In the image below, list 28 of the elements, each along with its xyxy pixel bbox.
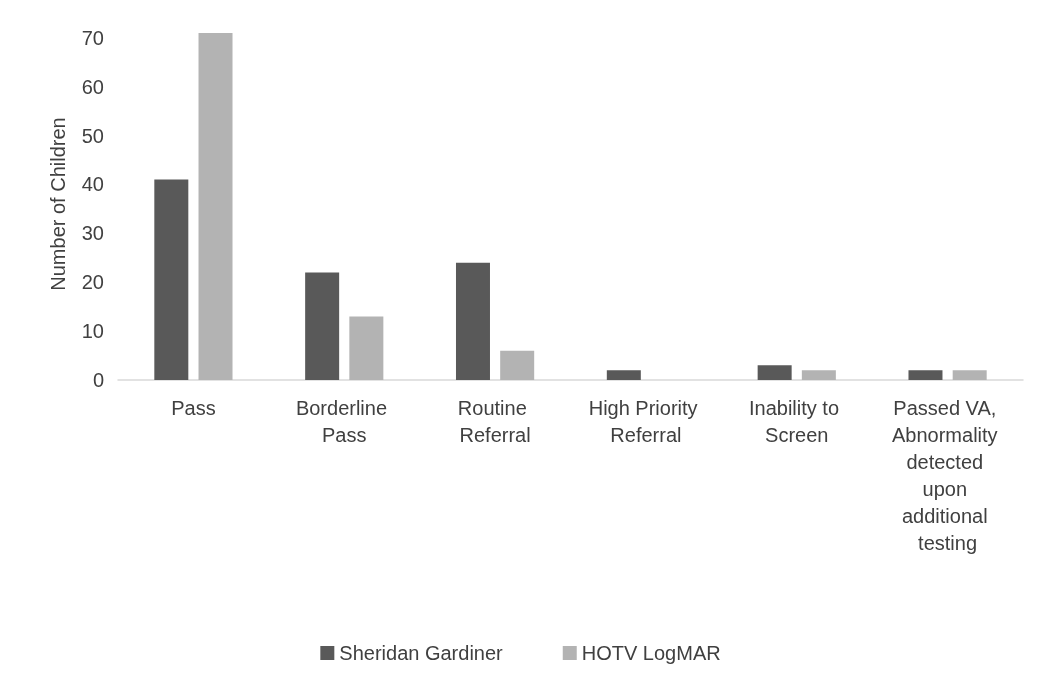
y-tick-label: 50 [81,124,104,147]
bar [606,370,641,380]
bar [198,32,233,380]
bar [500,350,535,380]
bar [952,370,987,380]
bar [757,365,792,380]
bar [154,179,189,380]
y-tick-label: 20 [81,271,104,294]
y-tick-label: 30 [81,222,104,245]
y-tick-label: 70 [81,26,104,49]
bar [305,272,340,380]
bar [349,316,384,380]
y-axis-title: Number of Children [47,117,69,291]
x-tick-label: Pass [171,396,216,419]
bar [455,262,490,380]
y-tick-label: 40 [81,173,104,196]
y-tick-label: 10 [81,320,104,343]
x-tick-label: Passed VA, Abnormality detected upon additional testing [892,396,1004,554]
legend-label: Sheridan Gardiner [339,642,504,664]
bar [908,370,943,380]
legend-label: HOTV LogMAR [581,642,721,664]
x-tick-label: Borderline Pass [295,396,393,446]
x-tick-label: High Priority Referral [588,396,704,446]
x-tick-label: Routine Referral [457,396,533,446]
y-tick-label: 0 [92,369,104,391]
x-tick-label: Inability to Screen [748,396,845,446]
bar [801,370,836,380]
y-tick-label: 60 [81,75,104,98]
